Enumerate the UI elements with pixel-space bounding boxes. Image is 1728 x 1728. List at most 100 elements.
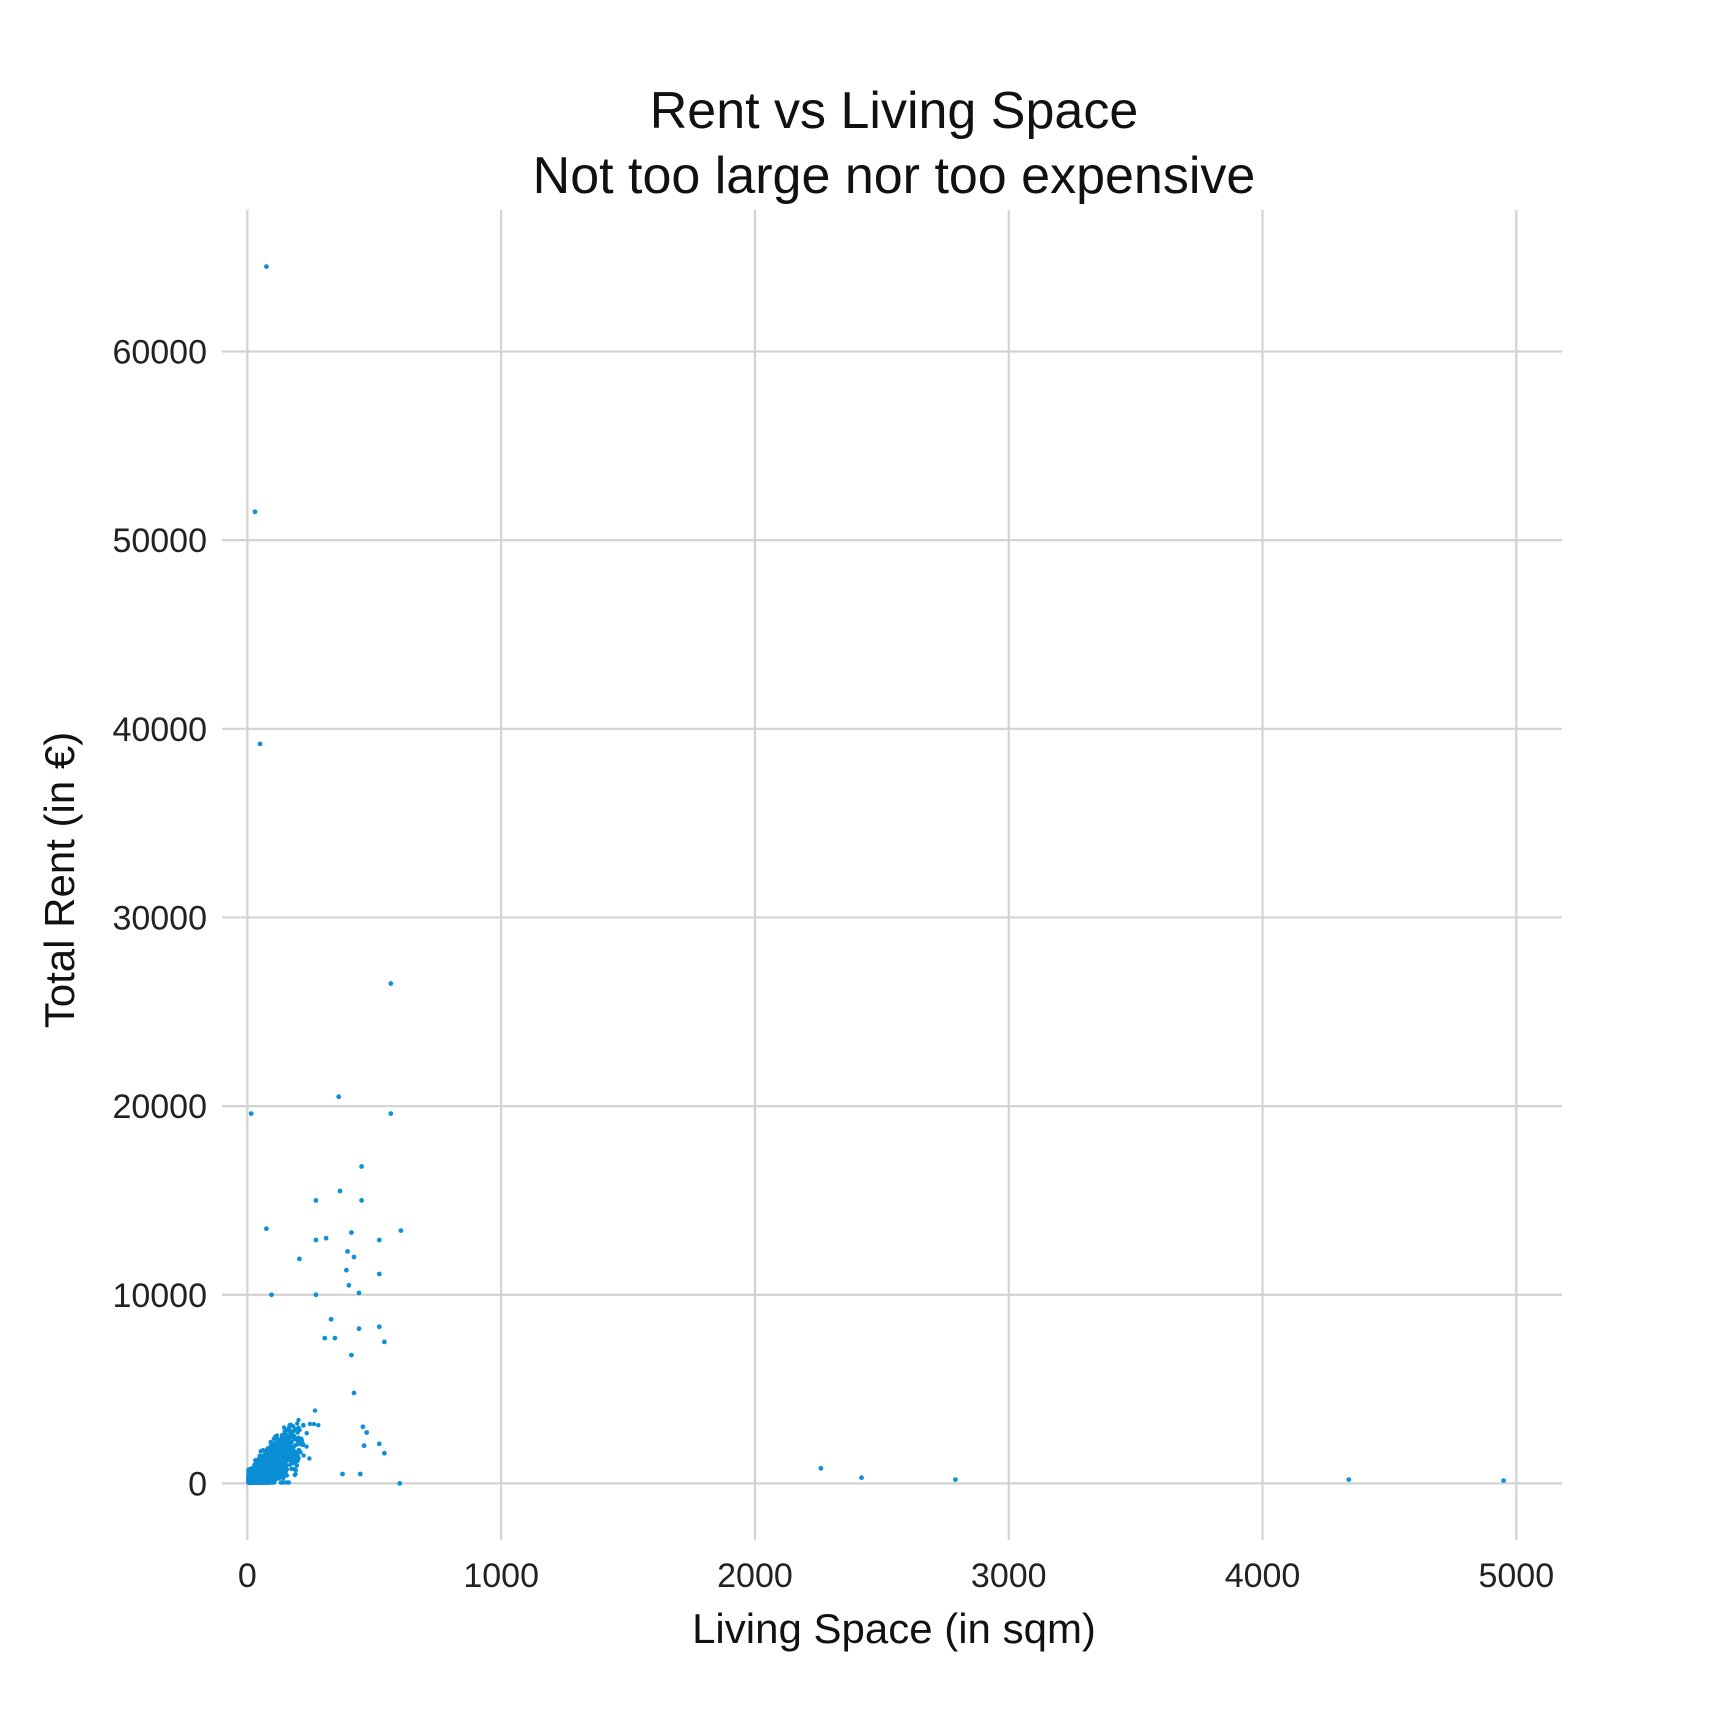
cluster-point — [264, 1468, 269, 1474]
cluster-point — [282, 1452, 288, 1457]
y-tick-label: 20000 — [112, 1088, 207, 1126]
cluster-point — [280, 1441, 285, 1446]
data-point — [398, 1228, 404, 1233]
cluster-point — [294, 1462, 299, 1468]
cluster-point — [301, 1422, 306, 1428]
y-tick-label: 50000 — [112, 522, 207, 560]
cluster-point — [295, 1421, 300, 1426]
cluster-point — [282, 1436, 288, 1442]
cluster-point — [250, 1480, 255, 1485]
x-tick-label: 2000 — [717, 1557, 793, 1595]
cluster-point — [260, 1448, 266, 1453]
cluster-point — [304, 1444, 309, 1449]
cluster-point — [285, 1449, 291, 1454]
cluster-point — [258, 1474, 263, 1480]
y-tick-label: 60000 — [112, 333, 207, 371]
cluster-point — [295, 1427, 300, 1432]
x-axis-label: Living Space (in sqm) — [692, 1605, 1096, 1652]
cluster-point — [316, 1423, 321, 1428]
cluster-point — [304, 1431, 309, 1436]
y-tick-label: 30000 — [112, 899, 207, 937]
cluster-point — [290, 1433, 295, 1438]
data-point — [323, 1235, 329, 1241]
data-point — [340, 1471, 345, 1477]
cluster-point — [258, 1469, 263, 1475]
data-point — [359, 1198, 364, 1203]
chart-subtitle: Not too large nor too expensive — [533, 147, 1256, 205]
x-tick-label: 4000 — [1225, 1557, 1301, 1595]
data-point — [337, 1188, 343, 1194]
data-point — [313, 1198, 319, 1203]
cluster-point — [288, 1422, 293, 1428]
cluster-point — [270, 1480, 275, 1485]
y-tick-label: 10000 — [112, 1277, 207, 1315]
data-point — [297, 1256, 302, 1262]
tick-labels: 0 1000 2000 3000 4000 50000100002000030000400… — [112, 333, 1554, 1595]
cluster-point — [266, 1474, 271, 1479]
data-point — [376, 1271, 382, 1277]
data-point — [359, 1164, 364, 1169]
cluster-point — [270, 1441, 275, 1446]
cluster-point — [290, 1450, 296, 1455]
data-point — [361, 1443, 367, 1449]
y-tick-label: 40000 — [112, 711, 207, 749]
x-tick-label: 5000 — [1478, 1557, 1554, 1595]
cluster-point — [286, 1480, 292, 1485]
cluster-point — [286, 1427, 292, 1432]
cluster-point — [292, 1472, 297, 1478]
grid-lines — [222, 210, 1562, 1540]
y-axis-label: Total Rent (in €) — [36, 732, 83, 1028]
cluster-point — [273, 1467, 278, 1472]
data-point — [1346, 1477, 1352, 1482]
cluster-point — [300, 1441, 306, 1447]
cluster-point — [252, 1462, 258, 1468]
cluster-point — [307, 1456, 312, 1461]
cluster-point — [246, 1480, 251, 1485]
data-point — [356, 1326, 362, 1332]
data-point — [322, 1335, 328, 1341]
data-point — [351, 1254, 357, 1260]
cluster-point — [295, 1438, 300, 1444]
cluster-point — [307, 1421, 313, 1427]
cluster-point — [290, 1428, 296, 1434]
cluster-point — [273, 1434, 278, 1439]
cluster-point — [296, 1417, 301, 1423]
x-tick-label: 3000 — [971, 1557, 1047, 1595]
cluster-point — [283, 1431, 288, 1437]
data-point — [328, 1316, 334, 1322]
data-point — [264, 264, 269, 269]
data-point — [1501, 1478, 1506, 1483]
y-tick-label: 0 — [188, 1465, 207, 1503]
data-point — [859, 1475, 864, 1481]
cluster-point — [299, 1436, 304, 1441]
data-point — [349, 1230, 354, 1235]
cluster-point — [268, 1466, 274, 1471]
data-point — [356, 1290, 362, 1296]
data-point — [360, 1424, 366, 1430]
data-point — [818, 1465, 824, 1471]
cluster-point — [281, 1425, 287, 1430]
cluster-point — [276, 1463, 281, 1468]
data-point — [397, 1481, 403, 1486]
cluster-point — [281, 1480, 287, 1485]
cluster-point — [275, 1452, 280, 1458]
data-point — [388, 981, 394, 986]
scatter-points — [248, 264, 1506, 1486]
data-point — [336, 1094, 342, 1100]
data-point — [357, 1471, 363, 1477]
data-point — [376, 1441, 382, 1447]
cluster-point — [269, 1460, 274, 1465]
cluster-point — [281, 1448, 286, 1453]
data-point — [345, 1249, 350, 1254]
data-point — [349, 1352, 354, 1358]
data-point — [351, 1390, 357, 1396]
data-point — [953, 1477, 958, 1482]
data-point — [269, 1292, 274, 1298]
cluster-point — [279, 1466, 285, 1471]
data-point — [248, 1111, 254, 1116]
dense-point-cluster — [246, 1408, 321, 1485]
cluster-point — [271, 1449, 276, 1454]
data-point — [313, 1292, 319, 1298]
data-point — [382, 1450, 387, 1456]
